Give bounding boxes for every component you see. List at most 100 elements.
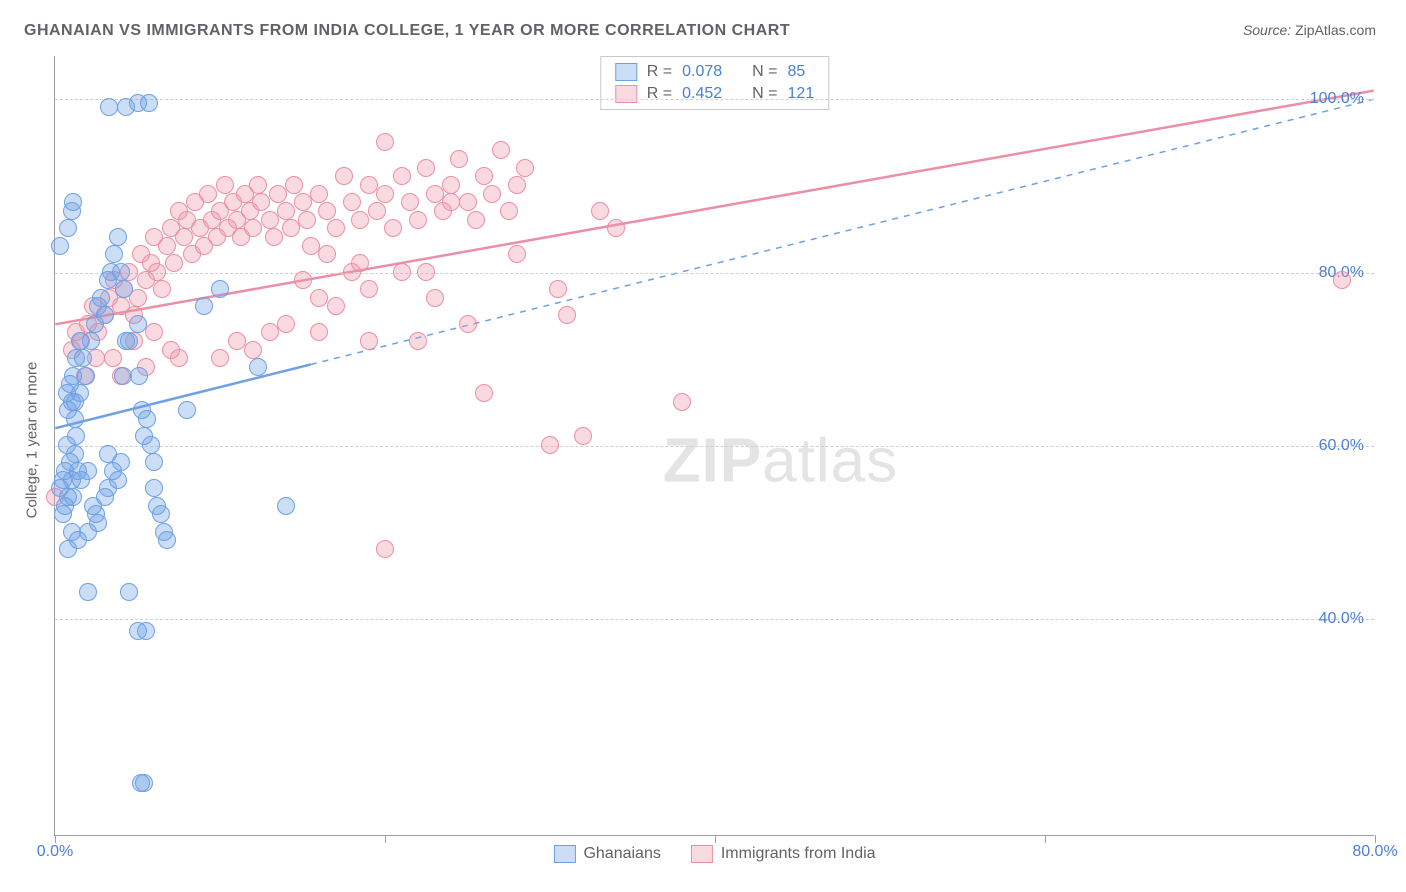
data-point-pink — [360, 280, 378, 298]
y-tick-label: 100.0% — [1310, 90, 1364, 108]
data-point-blue — [142, 436, 160, 454]
data-point-blue — [92, 289, 110, 307]
data-point-pink — [318, 245, 336, 263]
data-point-pink — [145, 323, 163, 341]
data-point-pink — [327, 219, 345, 237]
data-point-pink — [426, 185, 444, 203]
data-point-pink — [302, 237, 320, 255]
data-point-blue — [66, 445, 84, 463]
data-point-blue — [64, 193, 82, 211]
data-point-blue — [59, 219, 77, 237]
data-point-pink — [265, 228, 283, 246]
data-point-pink — [442, 193, 460, 211]
data-point-blue — [120, 583, 138, 601]
data-point-blue — [120, 332, 138, 350]
watermark-bold: ZIP — [663, 427, 762, 496]
data-point-blue — [152, 505, 170, 523]
data-point-blue — [130, 367, 148, 385]
data-point-pink — [483, 185, 501, 203]
x-tick — [715, 835, 716, 843]
data-point-pink — [252, 193, 270, 211]
data-point-pink — [199, 185, 217, 203]
stats-row-blue: R = 0.078 N = 85 — [615, 63, 814, 81]
data-point-pink — [104, 349, 122, 367]
data-point-pink — [574, 427, 592, 445]
data-point-blue — [145, 453, 163, 471]
data-point-pink — [384, 219, 402, 237]
data-point-blue — [135, 774, 153, 792]
data-point-blue — [51, 237, 69, 255]
x-tick-label: 80.0% — [1352, 843, 1397, 861]
data-point-pink — [148, 263, 166, 281]
series-legend: Ghanaians Immigrants from India — [553, 845, 875, 863]
swatch-blue — [615, 63, 637, 81]
r-label: R = — [647, 63, 672, 81]
data-point-pink — [467, 211, 485, 229]
data-point-blue — [211, 280, 229, 298]
data-point-pink — [343, 193, 361, 211]
data-point-pink — [360, 176, 378, 194]
data-point-pink — [459, 315, 477, 333]
data-point-blue — [79, 583, 97, 601]
data-point-blue — [137, 622, 155, 640]
data-point-pink — [417, 159, 435, 177]
data-point-pink — [607, 219, 625, 237]
data-point-pink — [318, 202, 336, 220]
data-point-pink — [269, 185, 287, 203]
gridline-horizontal — [55, 619, 1374, 620]
data-point-blue — [195, 297, 213, 315]
data-point-pink — [500, 202, 518, 220]
gridline-horizontal — [55, 446, 1374, 447]
data-point-pink — [673, 393, 691, 411]
legend-label-pink: Immigrants from India — [721, 845, 876, 863]
data-point-pink — [310, 323, 328, 341]
data-point-blue — [112, 453, 130, 471]
data-point-blue — [114, 367, 132, 385]
data-point-pink — [376, 185, 394, 203]
swatch-blue — [553, 845, 575, 863]
data-point-pink — [360, 332, 378, 350]
data-point-pink — [492, 141, 510, 159]
source-label: Source: — [1243, 22, 1291, 38]
data-point-pink — [294, 271, 312, 289]
data-point-blue — [79, 462, 97, 480]
data-point-pink — [508, 245, 526, 263]
data-point-pink — [327, 297, 345, 315]
data-point-blue — [129, 315, 147, 333]
data-point-pink — [442, 176, 460, 194]
watermark: ZIPatlas — [663, 426, 898, 497]
data-point-pink — [162, 341, 180, 359]
data-point-blue — [96, 306, 114, 324]
chart-title: GHANAIAN VS IMMIGRANTS FROM INDIA COLLEG… — [24, 22, 790, 40]
x-tick — [385, 835, 386, 843]
data-point-blue — [64, 488, 82, 506]
data-point-pink — [244, 219, 262, 237]
data-point-pink — [298, 211, 316, 229]
data-point-blue — [105, 245, 123, 263]
data-point-pink — [558, 306, 576, 324]
data-point-pink — [285, 176, 303, 194]
data-point-pink — [249, 176, 267, 194]
legend-item-pink: Immigrants from India — [691, 845, 876, 863]
x-tick — [55, 835, 56, 843]
data-point-pink — [417, 263, 435, 281]
data-point-pink — [409, 211, 427, 229]
n-label: N = — [752, 63, 777, 81]
data-point-pink — [1333, 271, 1351, 289]
data-point-blue — [89, 514, 107, 532]
data-point-pink — [282, 219, 300, 237]
data-point-blue — [145, 479, 163, 497]
data-point-pink — [216, 176, 234, 194]
data-point-pink — [165, 254, 183, 272]
data-point-pink — [591, 202, 609, 220]
data-point-pink — [475, 384, 493, 402]
legend-item-blue: Ghanaians — [553, 845, 660, 863]
data-point-pink — [261, 211, 279, 229]
data-point-blue — [112, 263, 130, 281]
x-tick — [1045, 835, 1046, 843]
data-point-pink — [294, 193, 312, 211]
data-point-blue — [277, 497, 295, 515]
x-tick — [1375, 835, 1376, 843]
data-point-blue — [67, 349, 85, 367]
source-value: ZipAtlas.com — [1295, 22, 1376, 38]
